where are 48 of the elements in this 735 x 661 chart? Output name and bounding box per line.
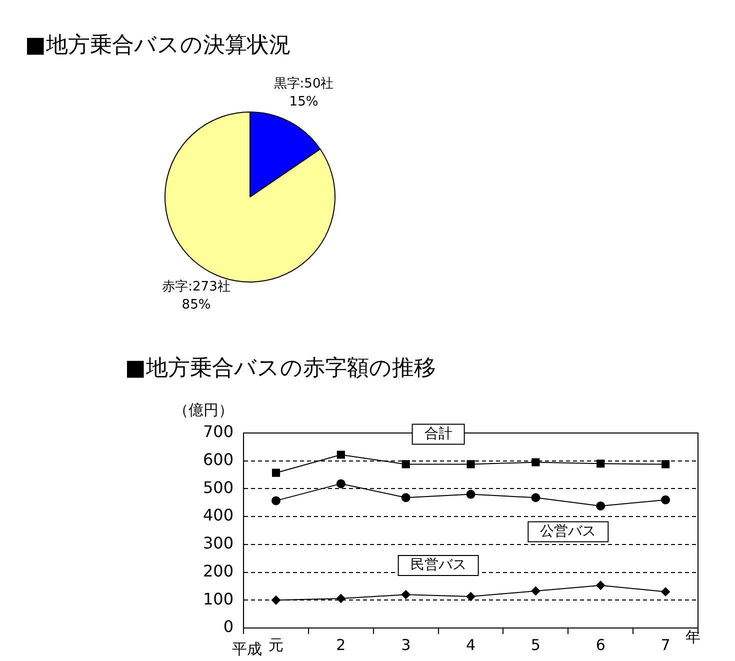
series-label: 公営バス xyxy=(540,523,596,540)
point xyxy=(596,460,605,468)
series-label: 合計 xyxy=(424,426,452,442)
point xyxy=(466,592,476,602)
point xyxy=(596,501,606,510)
point xyxy=(272,496,280,506)
point xyxy=(272,468,280,477)
x-tick-label: 4 xyxy=(466,636,476,654)
series-label: 民営バス xyxy=(410,557,466,574)
slice-label: 黒字:50社 xyxy=(274,75,334,92)
y-tick-label: 100 xyxy=(202,589,234,608)
chart-title: ■地方乗合バスの赤字額の推移 xyxy=(125,355,436,383)
text: 85% xyxy=(182,298,211,313)
point xyxy=(402,460,410,468)
y-tick-label: 300 xyxy=(202,534,234,553)
point xyxy=(661,495,670,504)
point xyxy=(401,493,410,502)
point xyxy=(466,490,476,499)
point xyxy=(662,460,670,468)
point xyxy=(596,580,606,590)
text: 15% xyxy=(289,94,318,110)
x-tick-label: 7 xyxy=(660,636,670,654)
x-tick-label: 3 xyxy=(401,636,411,654)
point xyxy=(531,586,540,596)
x-tick-label: 6 xyxy=(596,636,606,654)
x-tick-label: 元 xyxy=(268,636,284,654)
point xyxy=(336,594,346,603)
x-axis-title: 年 xyxy=(686,628,700,646)
x-tick-label: 5 xyxy=(530,636,540,654)
y-tick-label: 600 xyxy=(202,450,234,470)
point xyxy=(336,450,345,459)
point xyxy=(272,596,280,605)
point xyxy=(401,590,410,600)
y-tick-label: 0 xyxy=(223,617,234,636)
point xyxy=(336,479,346,488)
y-axis-title: （億円） xyxy=(174,400,234,419)
y-tick-label: 400 xyxy=(202,506,234,525)
y-tick-label: 700 xyxy=(202,422,234,442)
point xyxy=(531,493,540,502)
text: 平成 xyxy=(232,640,262,658)
point xyxy=(661,587,670,596)
slice-label: 赤字:273社 xyxy=(162,278,230,295)
y-tick-label: 200 xyxy=(202,561,234,580)
y-tick-label: 500 xyxy=(202,478,234,497)
point xyxy=(466,460,475,468)
point xyxy=(532,458,540,466)
chart-title: ■地方乗合バスの決算状況 xyxy=(25,32,291,60)
x-tick-label: 2 xyxy=(336,636,346,654)
